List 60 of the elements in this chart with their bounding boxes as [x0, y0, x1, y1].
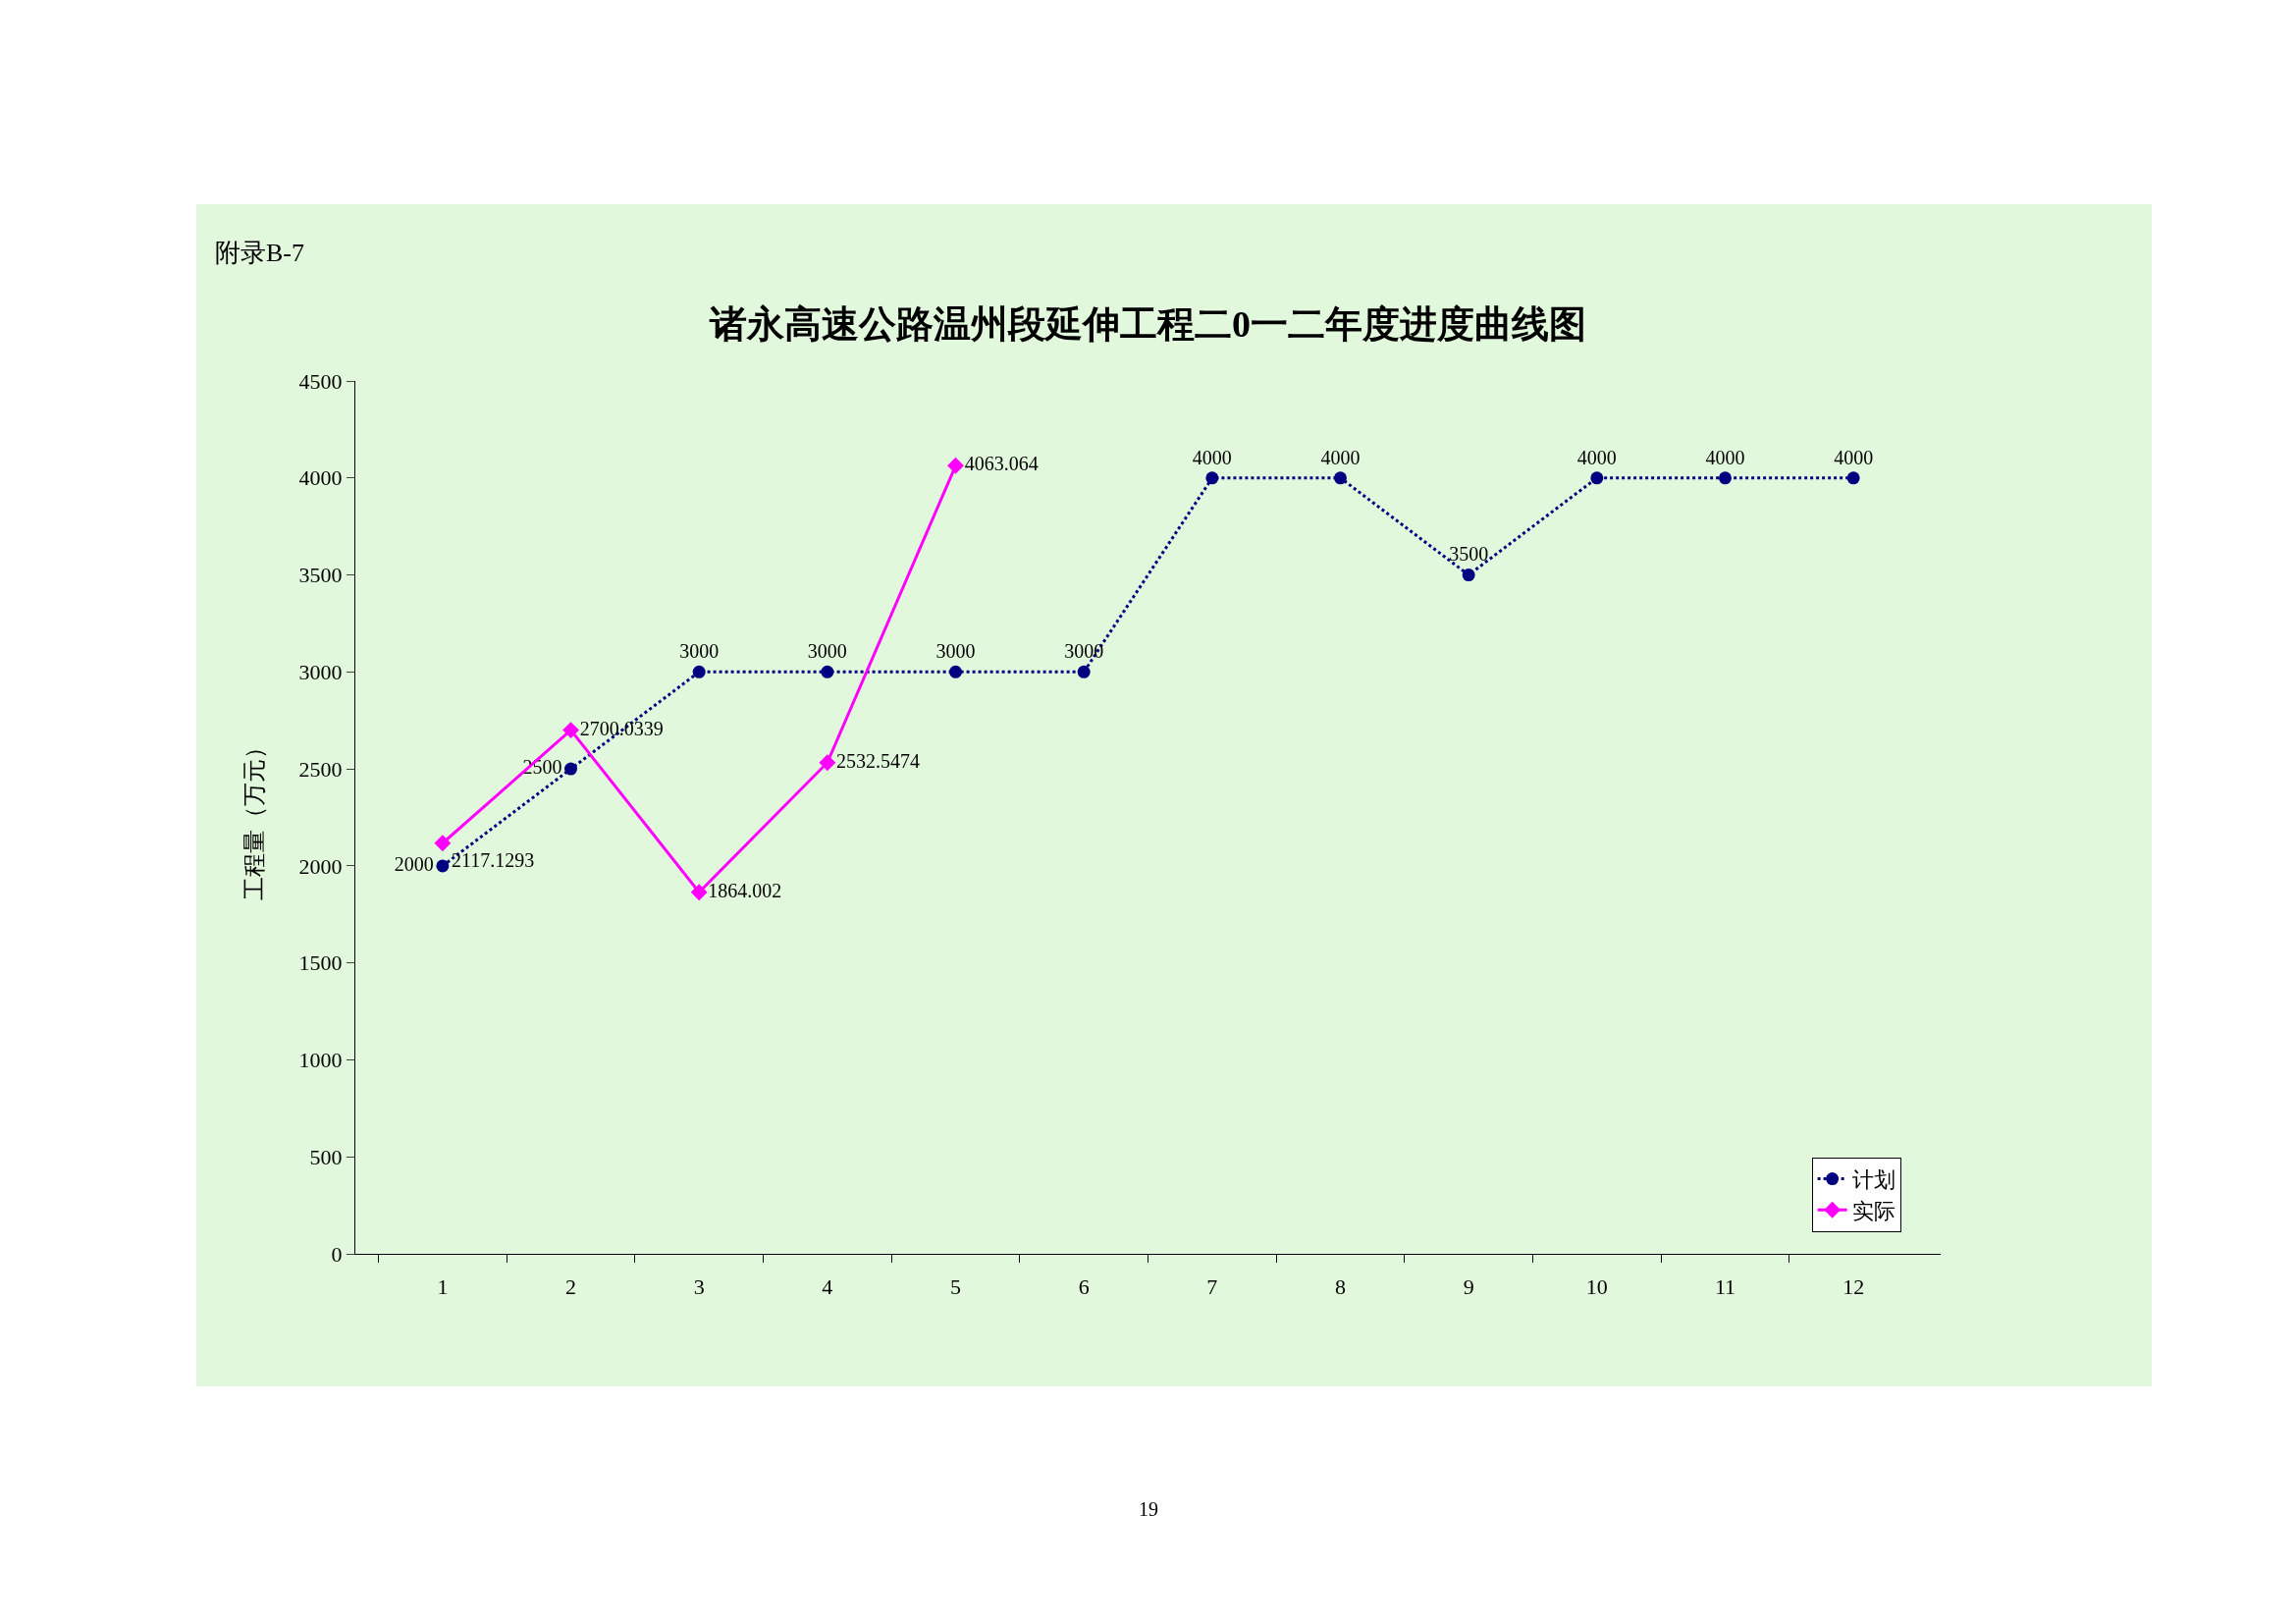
- point: [821, 665, 834, 678]
- data-label: 2532.5474: [835, 749, 920, 772]
- data-label: 1864.002: [708, 879, 782, 901]
- x-tick-label: 1: [437, 1274, 449, 1300]
- y-tick-label: 500: [309, 1144, 343, 1169]
- x-tick-label: 3: [693, 1274, 705, 1300]
- y-tick-label: 3500: [298, 563, 343, 588]
- y-tick-label: 4500: [298, 368, 343, 394]
- point: [1846, 471, 1860, 485]
- y-tick-label: 1000: [298, 1048, 343, 1073]
- x-tick-label: 10: [1585, 1274, 1608, 1300]
- data-label: 3000: [679, 640, 720, 663]
- point: [1718, 471, 1732, 485]
- data-label: 3000: [935, 640, 976, 663]
- data-label: 3000: [807, 640, 847, 663]
- point: [819, 754, 836, 772]
- y-tick-label: 2500: [298, 756, 343, 782]
- x-tick-label: 11: [1714, 1274, 1736, 1300]
- x-tick-label: 2: [565, 1274, 577, 1300]
- data-label: 4000: [1705, 446, 1745, 468]
- point: [1334, 471, 1347, 485]
- data-label: 2000: [394, 852, 434, 875]
- data-label: 4000: [1834, 446, 1874, 468]
- x-tick-label: 12: [1842, 1274, 1865, 1300]
- point: [1590, 471, 1604, 485]
- point: [434, 835, 452, 852]
- point: [949, 665, 963, 678]
- x-tick-label: 7: [1206, 1274, 1218, 1300]
- x-tick-label: 6: [1078, 1274, 1090, 1300]
- x-tick-label: 5: [950, 1274, 962, 1300]
- y-axis-title: 工程量（万元）: [240, 734, 268, 900]
- point: [564, 762, 578, 776]
- y-tick-label: 1500: [298, 950, 343, 976]
- point: [1205, 471, 1219, 485]
- legend-label: 计划: [1851, 1167, 1896, 1193]
- data-label: 4063.064: [964, 453, 1039, 475]
- data-label: 2117.1293: [452, 848, 535, 871]
- data-label: 3500: [1449, 543, 1489, 566]
- point: [692, 665, 706, 678]
- x-tick-label: 4: [822, 1274, 833, 1300]
- y-tick-label: 4000: [298, 465, 343, 491]
- text: 附录B-7: [215, 239, 304, 267]
- point: [562, 722, 579, 739]
- legend-label: 实际: [1851, 1198, 1896, 1223]
- y-tick-label: 3000: [298, 660, 343, 685]
- point: [947, 457, 964, 474]
- text: 19: [1139, 1498, 1158, 1520]
- point: [690, 884, 708, 901]
- point: [1077, 665, 1091, 678]
- data-label: 4000: [1576, 446, 1617, 468]
- data-label: 4000: [1320, 446, 1361, 468]
- point: [1462, 568, 1475, 582]
- x-tick-label: 9: [1463, 1274, 1474, 1300]
- y-tick-label: 0: [331, 1241, 343, 1267]
- data-label: 4000: [1192, 446, 1232, 468]
- data-label: 3000: [1064, 640, 1104, 663]
- chart-title: 诸永高速公路温州段延伸工程二0一二年度进度曲线图: [709, 303, 1586, 346]
- point: [436, 859, 450, 873]
- y-tick-label: 2000: [298, 853, 343, 879]
- x-tick-label: 8: [1334, 1274, 1346, 1300]
